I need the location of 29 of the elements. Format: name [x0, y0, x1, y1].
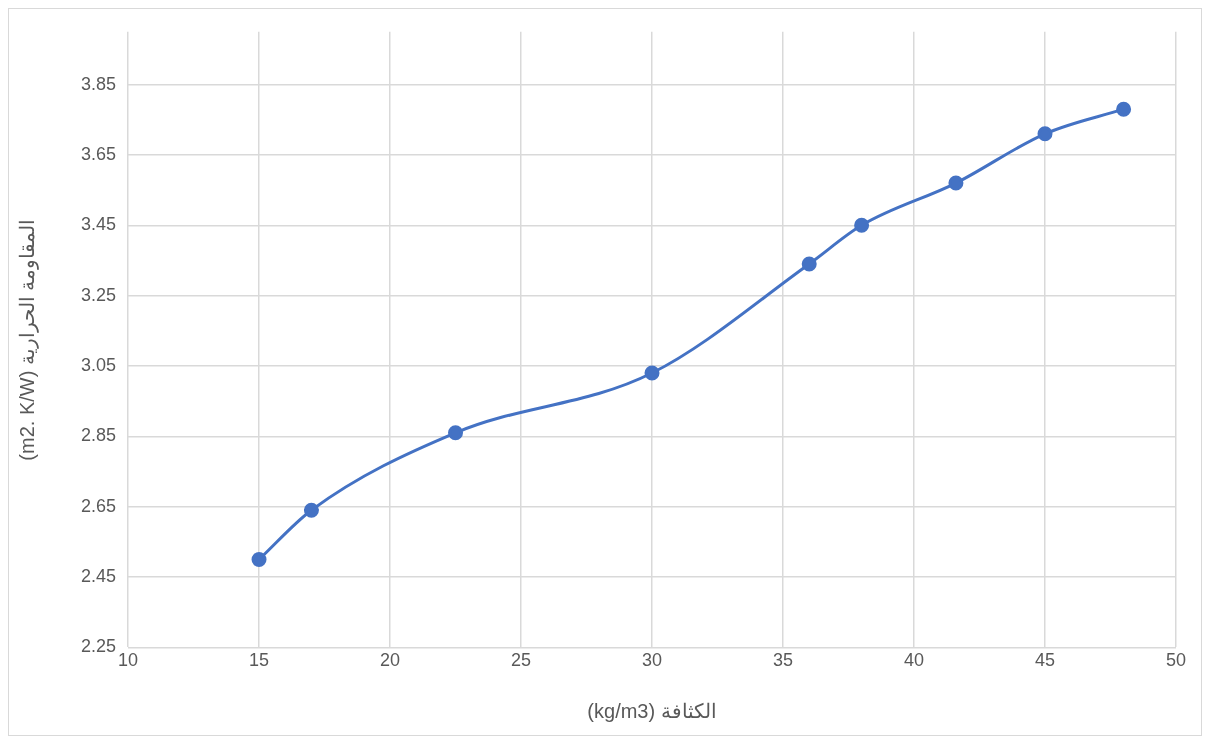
- y-tick-label: 2.25: [80, 636, 117, 657]
- x-tick-label: 25: [511, 650, 532, 671]
- x-tick-label: 40: [903, 650, 925, 671]
- point: [303, 502, 319, 518]
- point: [1116, 101, 1132, 117]
- x-tick-label: 50: [1165, 650, 1187, 671]
- point: [1037, 126, 1053, 142]
- y-tick-label: 3.65: [80, 143, 117, 164]
- x-tick-label: 45: [1034, 650, 1056, 671]
- point: [448, 425, 464, 441]
- y-tick-label: 2.85: [80, 425, 117, 446]
- x-tick-label: 30: [642, 650, 663, 671]
- y-tick-label: 2.45: [80, 566, 117, 587]
- point: [801, 256, 817, 272]
- x-axis-title: الكثافة (kg/m3): [587, 699, 717, 722]
- x-tick-label: 35: [773, 650, 794, 671]
- point: [644, 365, 660, 381]
- point: [854, 217, 870, 233]
- y-tick-label: 3.25: [80, 284, 117, 305]
- y-tick-label: 3.85: [80, 73, 117, 94]
- x-tick-label: 20: [380, 650, 401, 671]
- x-tick-label: 15: [249, 650, 270, 671]
- x-tick-label: 10: [118, 650, 139, 671]
- y-axis-title: المقاومة الحرارية (m2. K/W): [15, 218, 39, 461]
- y-tick-label: 3.05: [80, 354, 117, 375]
- point: [251, 551, 267, 567]
- y-tick-label: 2.65: [80, 495, 117, 516]
- y-tick-label: 3.45: [80, 214, 117, 235]
- point: [948, 175, 964, 191]
